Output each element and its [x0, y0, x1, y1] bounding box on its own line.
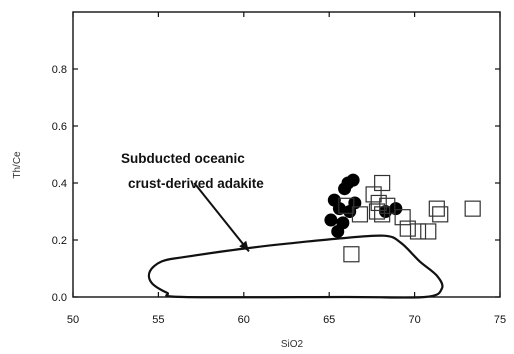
- y-tick-label: 0.6: [52, 121, 67, 133]
- region-outline: [147, 234, 444, 299]
- data-points: [324, 173, 481, 263]
- data-point-square: [432, 206, 449, 223]
- data-point-square: [394, 209, 411, 226]
- data-point-square: [374, 174, 391, 192]
- region-arrow-head: [239, 240, 249, 252]
- data-point-circle: [346, 173, 360, 187]
- y-tick-label: 0.4: [52, 178, 67, 190]
- region-label-line-1: Subducted oceanic: [121, 151, 245, 166]
- x-tick-label: 55: [152, 314, 164, 326]
- data-point-circle: [348, 196, 362, 210]
- x-tick-label: 75: [494, 314, 506, 326]
- x-tick-label: 50: [67, 314, 79, 326]
- region-annotation: Subducted oceanic crust-derived adakite: [121, 151, 264, 191]
- data-point-square: [379, 197, 396, 214]
- data-point-square: [351, 206, 369, 223]
- data-point-square: [464, 200, 481, 217]
- data-point-square: [420, 223, 437, 240]
- x-tick-label: 65: [323, 314, 335, 326]
- x-tick-label: 60: [238, 314, 250, 326]
- adakite-region: [147, 182, 444, 299]
- data-point-circle: [379, 205, 393, 218]
- y-tick-label: 0.2: [52, 235, 67, 247]
- data-point-square: [368, 203, 386, 220]
- x-tick-label: 70: [408, 314, 420, 326]
- data-point-square: [338, 197, 355, 214]
- data-point-circle: [389, 202, 403, 216]
- data-point-square: [343, 246, 360, 263]
- y-axis-label: Th/Ce: [12, 151, 23, 179]
- x-axis-label: SiO2: [281, 339, 304, 350]
- y-tick-label: 0.0: [52, 292, 67, 304]
- tick-labels: 50 55 60 65 70 75 0.0 0.2 0.4 0.6 0.8: [52, 64, 506, 326]
- data-point-square: [365, 186, 382, 203]
- data-point-square: [370, 194, 387, 212]
- data-point-circle: [331, 224, 345, 238]
- region-label-line-2: crust-derived adakite: [128, 176, 264, 191]
- region-arrow: [193, 182, 250, 253]
- y-tick-label: 0.8: [52, 64, 67, 76]
- data-point-square: [399, 220, 416, 237]
- data-point-circle: [324, 213, 338, 227]
- data-point-square: [374, 206, 391, 223]
- data-point-square: [409, 223, 427, 240]
- data-point-square: [428, 200, 445, 217]
- data-point-circle: [332, 202, 346, 216]
